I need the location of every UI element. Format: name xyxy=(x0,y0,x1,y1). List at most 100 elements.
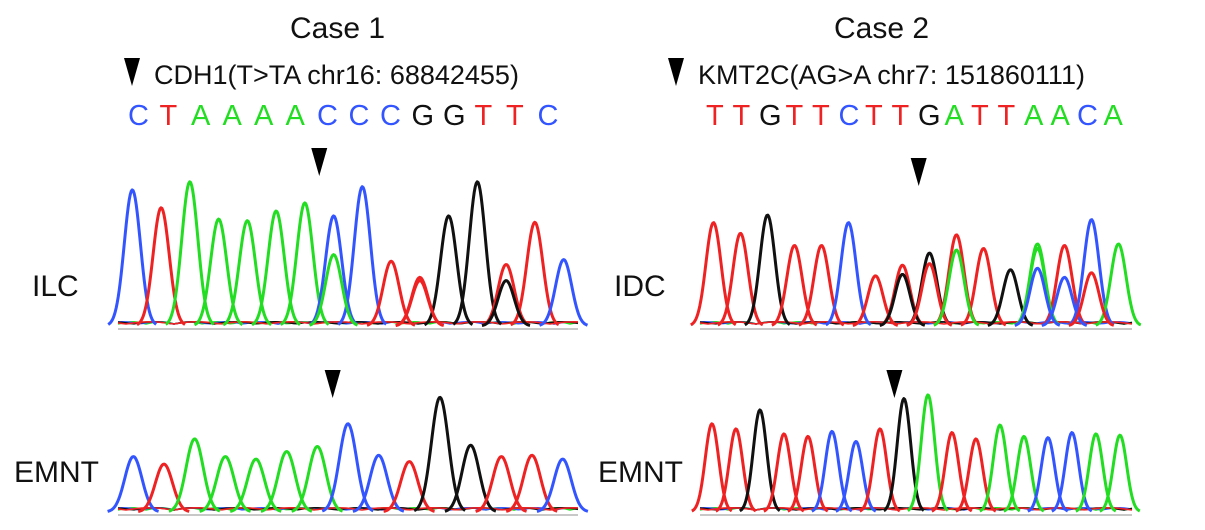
case2-row-label-bottom: EMNT xyxy=(598,456,683,489)
sequence-base: T xyxy=(997,100,1016,132)
sequence-base: C xyxy=(1077,100,1098,132)
chromatogram-secondary-peak xyxy=(309,253,359,327)
case1-row-label-top: ILC xyxy=(32,270,79,303)
mutation-arrow-icon xyxy=(910,158,927,186)
chromatogram-peak xyxy=(137,462,190,513)
chromatogram-secondary-peak xyxy=(906,262,953,327)
chromatogram-peak xyxy=(107,188,158,326)
sequence-base: T xyxy=(474,100,493,132)
chromatogram-peak xyxy=(352,453,405,513)
sequence-base: A xyxy=(944,100,964,132)
case1-title: Case 1 xyxy=(290,12,386,45)
chromatogram-peak xyxy=(1099,433,1141,513)
chromatogram-peak xyxy=(444,443,497,513)
case2-row-label-top: IDC xyxy=(614,270,666,303)
sequence-base: A xyxy=(1050,100,1070,132)
chromatogram-peak xyxy=(164,180,215,326)
chromatogram-peak xyxy=(536,457,589,513)
sequence-base: G xyxy=(411,100,435,132)
chromatogram-peak xyxy=(738,408,781,513)
sequence-base: C xyxy=(838,100,860,132)
sequence-base: T xyxy=(159,100,178,132)
case1-row-label-bottom: EMNT xyxy=(14,456,99,489)
chromatogram-secondary-peak xyxy=(933,248,980,327)
chromatogram-peak xyxy=(979,423,1021,513)
chromatogram-peak xyxy=(193,217,244,327)
sequence-base: T xyxy=(971,100,989,132)
case1-mutation-label: CDH1(T>TA chr16: 68842455) xyxy=(154,60,519,90)
chromatogram-peak xyxy=(717,231,764,327)
chromatogram-peak xyxy=(798,244,845,327)
chromatogram-peak xyxy=(744,213,791,327)
chromatogram-peak xyxy=(955,437,997,513)
case2-bottom-chromatogram xyxy=(691,370,1141,516)
sequence-base: C xyxy=(380,100,401,132)
chromatogram-peak xyxy=(987,268,1034,327)
sequence-base: T xyxy=(506,100,524,132)
case1-bottom-chromatogram xyxy=(107,370,589,516)
sequence-base: A xyxy=(222,100,242,132)
chromatogram-peak xyxy=(199,455,252,513)
chromatogram-secondary-peak xyxy=(879,272,926,327)
case2-mutation: KMT2C(AG>A chr7: 151860111) xyxy=(668,58,1085,91)
sequence-base: T xyxy=(732,100,751,132)
chromatogram-peak xyxy=(1051,431,1093,513)
case1-mutation: CDH1(T>TA chr16: 68842455) xyxy=(124,58,519,91)
chromatogram-peak xyxy=(771,244,818,327)
sequence-base: G xyxy=(759,100,782,132)
chromatogram-peak xyxy=(308,214,359,327)
chromatogram-peak xyxy=(691,422,733,513)
chromatogram-peak xyxy=(222,219,272,327)
sequence-base: T xyxy=(812,100,830,132)
chromatogram-peak xyxy=(107,455,160,513)
chromatogram-secondary-peak xyxy=(481,278,531,327)
sequence-base: T xyxy=(891,100,910,132)
chromatogram-secondary-peak xyxy=(1014,266,1061,327)
sequence-base: T xyxy=(785,100,804,132)
chromatogram-secondary-peak xyxy=(1041,275,1088,327)
baseline-noise xyxy=(699,320,1133,325)
sequence-base: A xyxy=(1103,100,1123,132)
chromatogram-peak xyxy=(763,432,805,513)
chromatogram-secondary-peak xyxy=(395,275,445,327)
chromatogram-peak xyxy=(538,258,589,327)
chromatogram-peak xyxy=(291,445,344,513)
arrowhead-icon xyxy=(668,58,684,86)
chromatogram-peak xyxy=(787,434,829,513)
chromatogram-peak xyxy=(715,427,757,513)
case1-top-chromatogram xyxy=(107,148,589,330)
sequence-base: C xyxy=(317,100,338,132)
chromatogram-peak xyxy=(475,455,528,513)
case2-top-chromatogram xyxy=(690,158,1142,330)
mutation-arrow-icon xyxy=(311,148,328,176)
chromatogram-peak xyxy=(811,429,853,513)
sequence-base: T xyxy=(706,100,724,132)
chromatogram-peak xyxy=(136,206,186,326)
sequence-base: A xyxy=(254,100,274,132)
chromatogram-peak xyxy=(883,397,925,512)
chromatogram-peak xyxy=(933,233,980,327)
mutation-arrow-icon xyxy=(886,370,903,398)
sequence-base: A xyxy=(285,100,305,132)
chromatogram-peak xyxy=(1003,434,1045,513)
sequence-base: C xyxy=(348,100,370,132)
case2-title: Case 2 xyxy=(834,12,930,45)
case2-mutation-label: KMT2C(AG>A chr7: 151860111) xyxy=(698,60,1085,90)
chromatogram-peak xyxy=(260,450,313,513)
sequence-base: G xyxy=(443,100,466,132)
chromatogram-peak xyxy=(505,453,558,513)
sequence-base: T xyxy=(865,100,883,132)
chromatogram-peak xyxy=(931,431,973,513)
chromatogram-secondary-peak xyxy=(1068,271,1115,327)
chromatogram-peak xyxy=(835,440,877,513)
chromatogram-peak xyxy=(1027,436,1069,513)
sequence-base: A xyxy=(1024,100,1044,132)
arrowhead-icon xyxy=(124,58,140,86)
sequence-base: C xyxy=(537,100,559,132)
chromatogram-peak xyxy=(852,274,899,327)
chromatogram-peak xyxy=(168,437,221,513)
chromatogram-peak xyxy=(1075,432,1117,513)
chromatogram-peak xyxy=(859,427,901,513)
